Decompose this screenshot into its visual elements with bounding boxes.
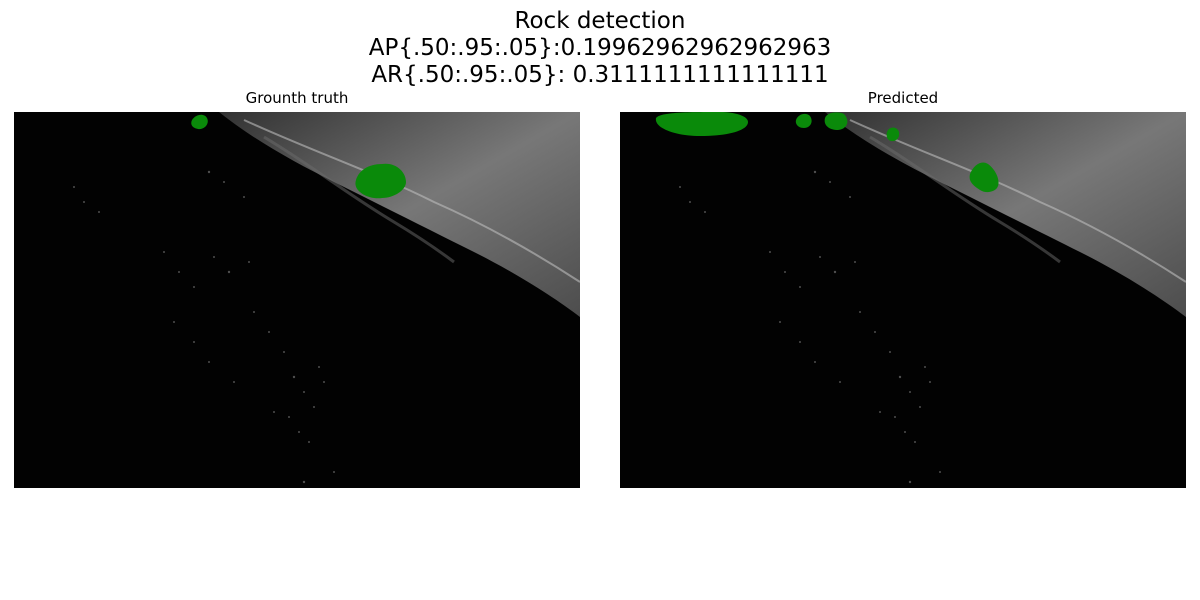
predicted-mask-small-1 xyxy=(795,113,812,128)
ground-truth-image xyxy=(14,112,580,488)
figure-title-ar-metric: AR{.50:.95:.05}: 0.3111111111111111 xyxy=(371,62,829,88)
predicted-panel-title: Predicted xyxy=(867,89,939,107)
predicted-mask-wide xyxy=(655,112,748,136)
figure-title: Rock detection AP{.50:.95:.05}:0.1996296… xyxy=(0,8,1200,89)
terrain-shadow-band xyxy=(869,135,1061,264)
ground-truth-panel-title: Grounth truth xyxy=(245,89,349,107)
ground-truth-scene xyxy=(14,112,580,488)
terrain-highlight xyxy=(849,119,1186,283)
predicted-mask-small-2 xyxy=(824,112,848,130)
figure-title-ap-metric: AP{.50:.95:.05}:0.19962962962962963 xyxy=(368,35,832,61)
predicted-mask-medium xyxy=(969,162,999,193)
terrain-speckles xyxy=(679,170,941,484)
terrain-shadow-band xyxy=(263,135,455,264)
predicted-image xyxy=(620,112,1186,488)
rock-mask-small xyxy=(191,114,208,130)
lunar-terrain-ridge xyxy=(219,112,580,317)
figure-title-line-1: Rock detection xyxy=(514,8,686,34)
predicted-scene xyxy=(620,112,1186,488)
terrain-highlight xyxy=(243,119,580,283)
terrain-speckles xyxy=(73,170,335,484)
predicted-mask-small-3 xyxy=(886,127,900,142)
rock-mask-large xyxy=(355,163,406,199)
lunar-terrain-ridge xyxy=(825,112,1186,317)
